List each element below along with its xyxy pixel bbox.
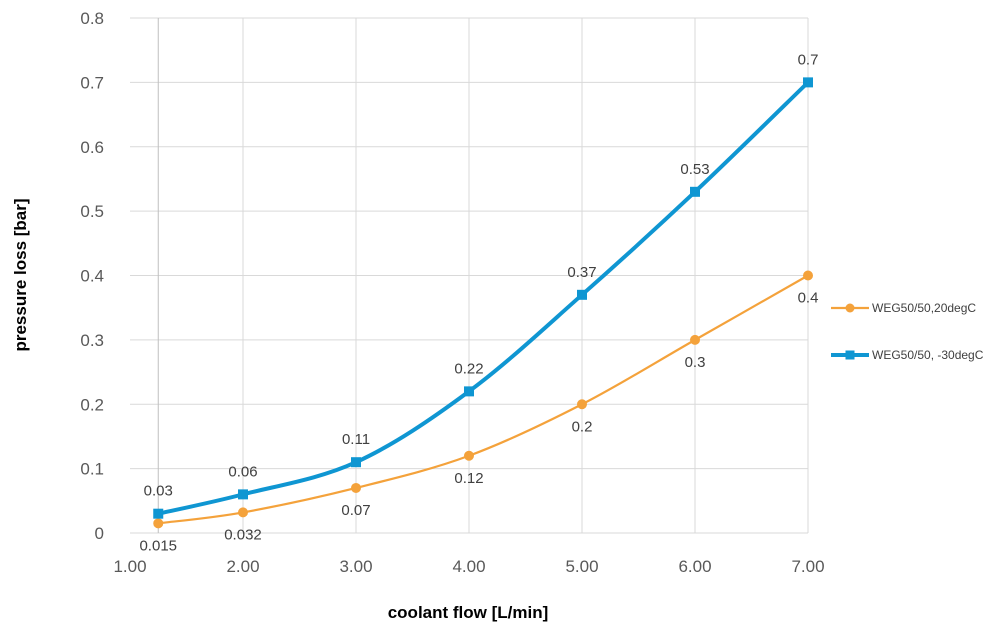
series-2 (153, 77, 813, 519)
y-tick-label: 0.7 (80, 73, 104, 92)
y-tick-label: 0.2 (80, 395, 104, 414)
data-point (351, 457, 361, 468)
data-point (803, 77, 813, 88)
x-tick-label: 3.00 (339, 557, 372, 576)
data-label: 0.03 (144, 483, 173, 500)
y-tick-label: 0.3 (80, 331, 104, 350)
x-tick-label: 4.00 (452, 557, 485, 576)
data-label: 0.12 (454, 470, 483, 487)
legend-label: WEG50/50,20degC (872, 301, 976, 315)
x-tick-label: 1.00 (113, 557, 146, 576)
y-tick-label: 0.1 (80, 460, 104, 479)
data-point (690, 334, 700, 345)
data-point (464, 450, 474, 461)
x-tick-label: 5.00 (565, 557, 598, 576)
y-axis-title: pressure loss [bar] (11, 198, 30, 351)
legend-marker (845, 350, 855, 360)
data-label: 0.53 (680, 161, 709, 178)
data-point (577, 289, 587, 300)
data-label: 0.3 (685, 354, 706, 371)
data-point (238, 489, 248, 500)
legend-item: WEG50/50,20degC (831, 301, 976, 315)
y-tick-label: 0.6 (80, 138, 104, 157)
data-label: 0.11 (342, 431, 370, 448)
data-point (153, 508, 164, 519)
data-labels: 0.015 0.032 0.07 0.12 0.2 0.3 0.4 0.03 0.06 0.11 0… (139, 51, 818, 554)
data-label: 0.032 (224, 526, 262, 543)
data-label: 0.06 (228, 463, 257, 480)
y-tick-label: 0 (95, 524, 104, 543)
data-label: 0.22 (454, 360, 483, 377)
data-label: 0.37 (567, 264, 596, 281)
data-label: 0.015 (139, 537, 177, 554)
x-tick-label: 6.00 (678, 557, 711, 576)
data-label: 0.2 (572, 418, 593, 435)
data-point (577, 399, 587, 410)
data-point (351, 482, 361, 493)
legend-label: WEG50/50, -30degC (872, 348, 984, 362)
series-layer (153, 77, 813, 529)
series-1 (153, 270, 813, 529)
data-point (153, 518, 164, 529)
data-point (464, 386, 474, 397)
legend-item: WEG50/50, -30degC (831, 348, 984, 362)
x-tick-label: 2.00 (226, 557, 259, 576)
data-point (238, 507, 248, 518)
data-label: 0.4 (798, 290, 819, 307)
y-tick-label: 0.5 (80, 202, 104, 221)
data-label: 0.07 (341, 502, 370, 519)
axes: 0 0.1 0.2 0.3 0.4 0.5 0.6 0.7 0.8 1.00 2.00 3.00 4.0… (80, 9, 824, 576)
data-label: 0.7 (798, 51, 819, 68)
data-point (803, 270, 813, 281)
data-point (690, 186, 700, 197)
y-tick-label: 0.8 (80, 9, 104, 28)
y-tick-label: 0.4 (80, 267, 104, 286)
x-axis-title: coolant flow [L/min] (388, 603, 549, 622)
legend-marker (845, 303, 855, 313)
x-tick-label: 7.00 (791, 557, 824, 576)
legend: WEG50/50,20degC WEG50/50, -30degC (831, 301, 984, 362)
